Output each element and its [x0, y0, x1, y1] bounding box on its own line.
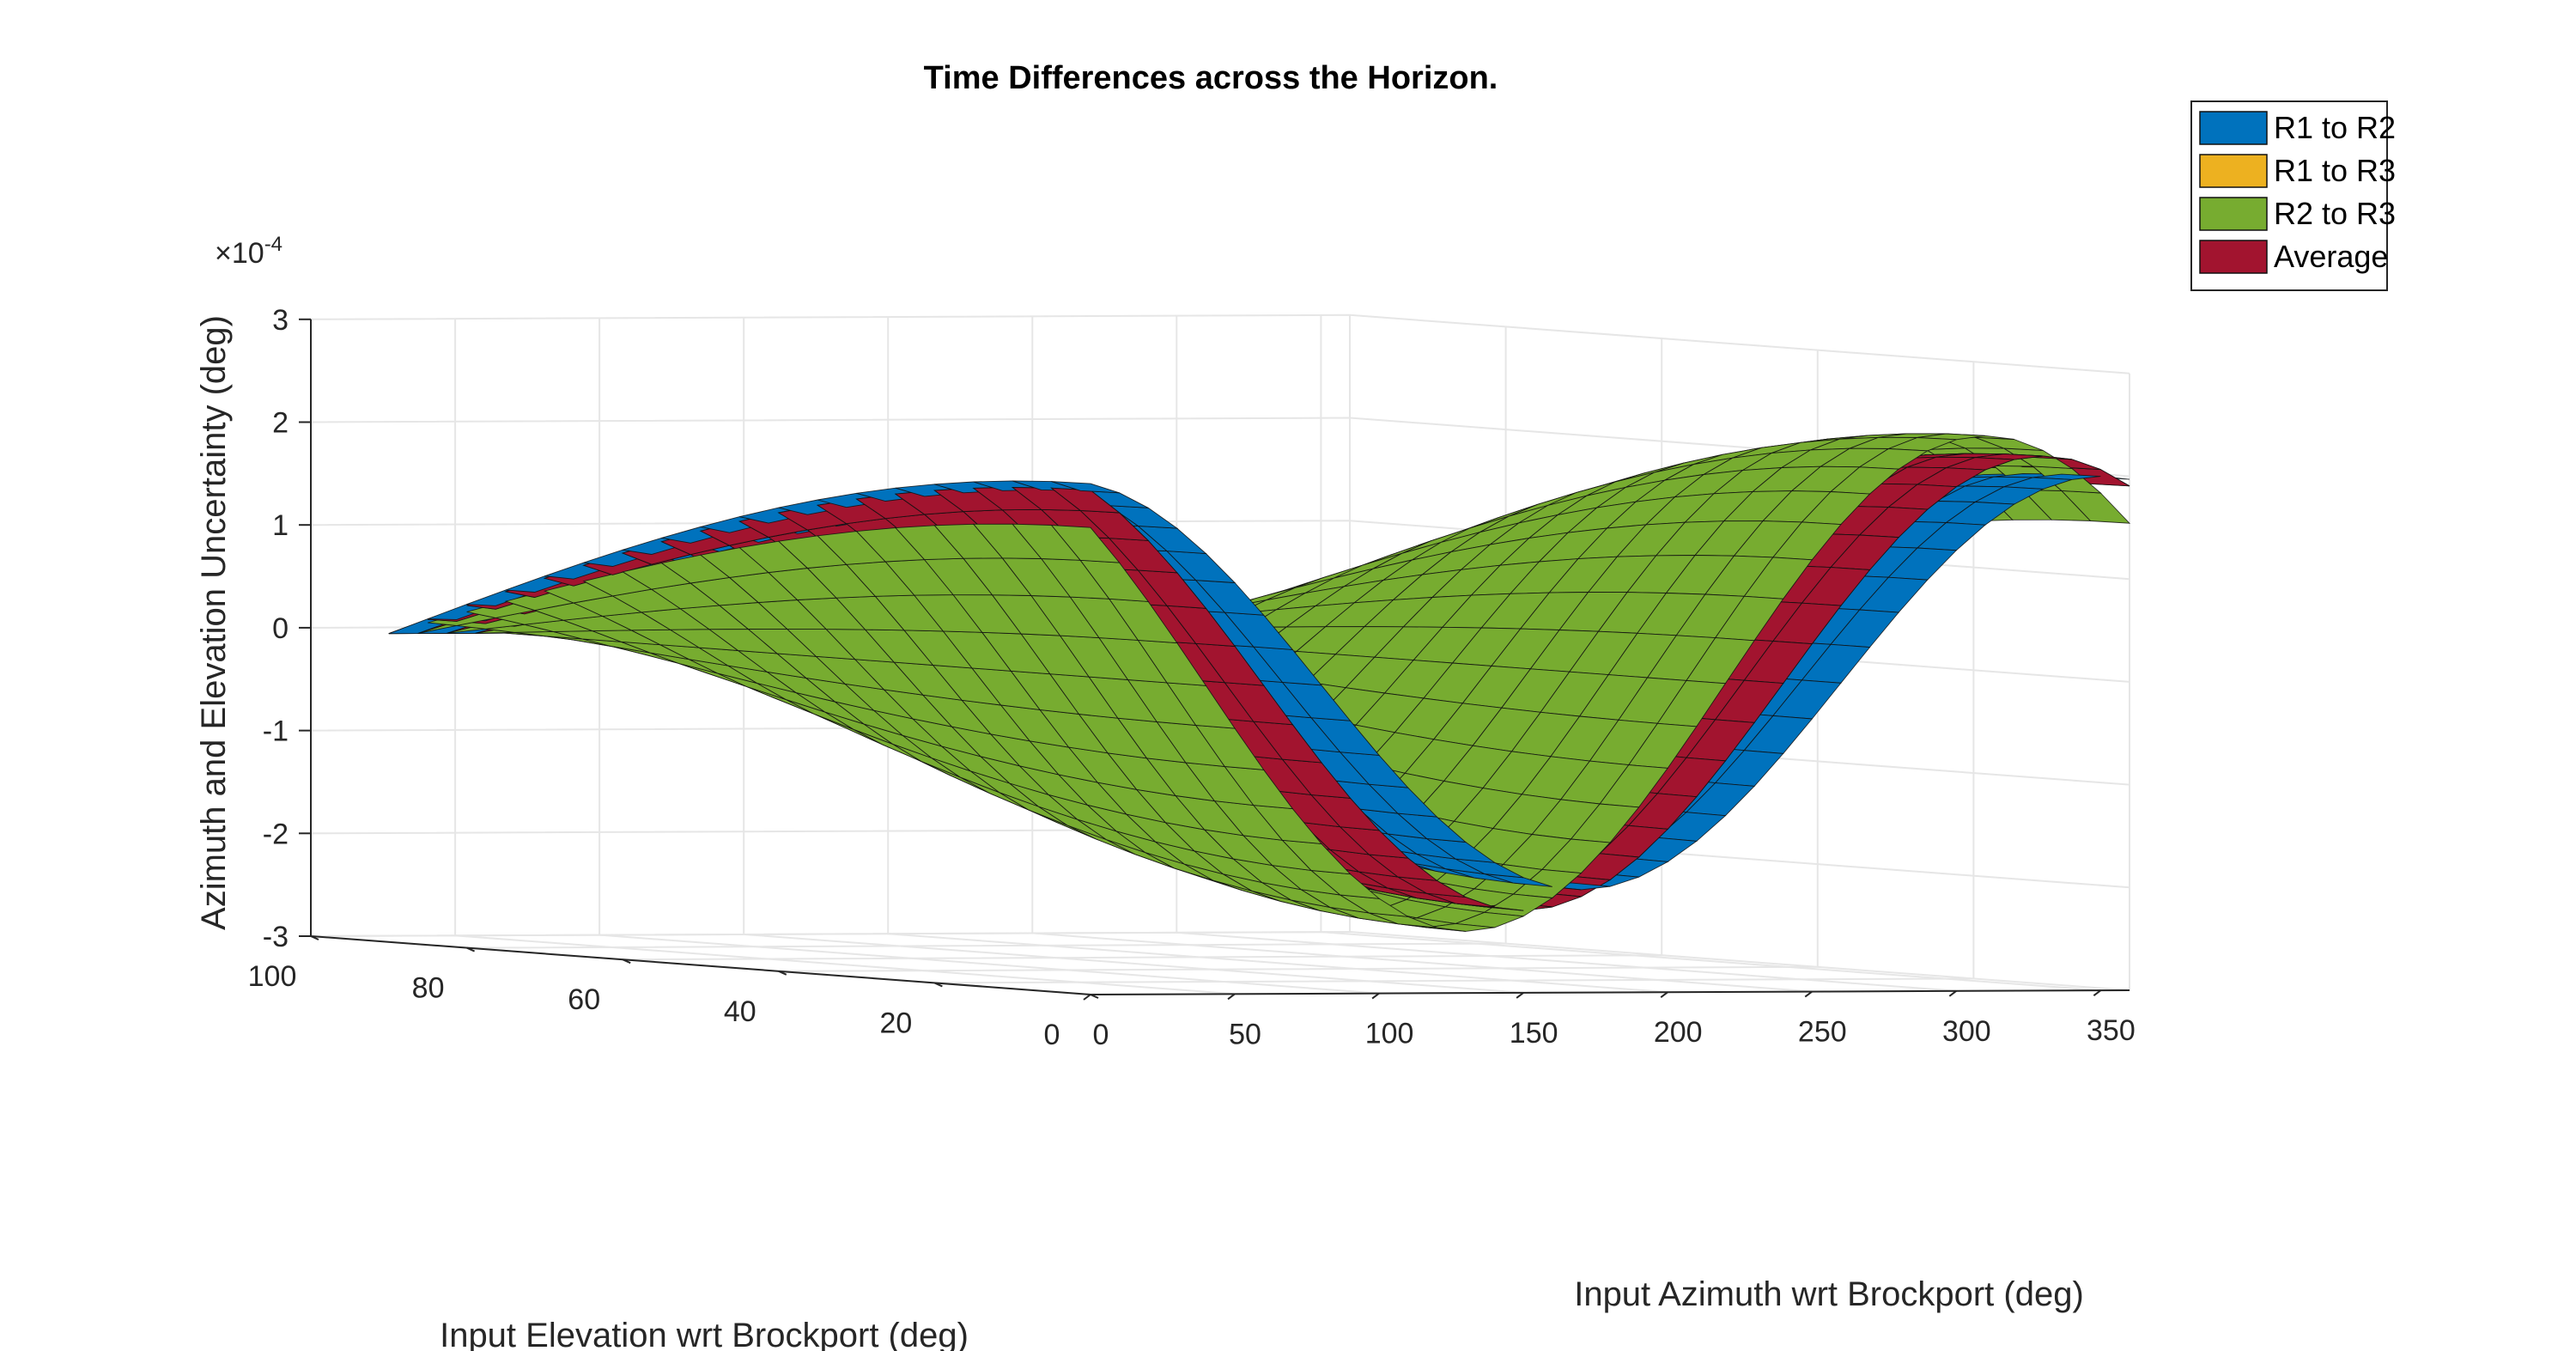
legend-label: R1 to R3	[2274, 153, 2396, 188]
surface-patch	[1050, 524, 1121, 563]
x-tick-label: 50	[1229, 1018, 1261, 1050]
y-tick	[933, 982, 943, 988]
x-tick	[1516, 992, 1524, 999]
legend-label: Average	[2274, 239, 2388, 274]
y-axis-label: Input Elevation wrt Brockport (deg)	[440, 1317, 969, 1351]
grid-line-z	[310, 313, 2130, 374]
x-tick-label: 0	[1093, 1019, 1109, 1051]
z-tick-label: 2	[272, 407, 289, 440]
legend-swatch	[2199, 240, 2268, 274]
legend-swatch	[2199, 197, 2268, 231]
z-tick-label: -3	[263, 921, 289, 953]
x-tick-label: 250	[1798, 1016, 1847, 1049]
y-tick	[778, 970, 787, 976]
y-tick-label: 40	[724, 995, 756, 1028]
z-tick-label: 3	[272, 304, 289, 337]
axes	[299, 318, 2130, 1001]
y-tick-label: 80	[412, 972, 445, 1005]
x-axis-label: Input Azimuth wrt Brockport (deg)	[1574, 1275, 2084, 1313]
y-tick	[310, 935, 319, 940]
z-axis-label: Azimuth and Elevation Uncertainty (deg)	[195, 315, 233, 930]
legend-label: R2 to R3	[2274, 196, 2396, 231]
x-tick	[1804, 990, 1813, 998]
y-tick	[466, 946, 476, 952]
x-tick	[2093, 989, 2101, 996]
x-tick-label: 300	[1942, 1015, 1991, 1048]
legend-label: R1 to R2	[2274, 110, 2396, 145]
svg-text:×10-4: ×10-4	[215, 233, 283, 270]
y-tick-label: 0	[1044, 1019, 1060, 1051]
x-tick-label: 100	[1365, 1018, 1414, 1050]
y-tick	[1090, 994, 1099, 999]
x-tick-label: 150	[1510, 1017, 1558, 1050]
grid-line-z	[310, 930, 2130, 991]
x-tick	[1948, 990, 1957, 997]
x-tick-label: 350	[2087, 1014, 2136, 1047]
surface-patch	[1050, 487, 1121, 514]
z-exponent-base: ×10	[215, 237, 264, 270]
chart-title: Time Differences across the Horizon.	[924, 60, 1498, 96]
z-exponent-label: ×10-4	[215, 233, 283, 270]
x-tick	[1660, 991, 1668, 999]
x-tick	[1371, 992, 1380, 1000]
legend-swatch	[2199, 111, 2268, 145]
x-tick	[1083, 994, 1091, 1001]
y-tick-label: 60	[568, 983, 600, 1016]
z-tick-label: -1	[263, 715, 289, 748]
tick-labels: 0 50 100 150 200 250 300 350 0 20 40 60 80 100 -3 -2 -1 0…	[248, 304, 2136, 1051]
y-tick	[622, 958, 631, 965]
y-tick-label: 20	[879, 1007, 912, 1039]
z-exponent-power: -4	[264, 233, 283, 256]
x-tick	[1227, 993, 1236, 1001]
z-tick-label: 0	[272, 612, 289, 645]
y-tick-label: 100	[248, 960, 297, 993]
surfaces	[388, 433, 2131, 932]
legend-swatch	[2199, 154, 2268, 188]
z-tick-label: -2	[263, 818, 289, 850]
y-axis-line	[310, 935, 1091, 995]
surface-patch	[1051, 481, 1120, 494]
z-tick-label: 1	[272, 509, 289, 542]
x-tick-label: 200	[1654, 1016, 1703, 1049]
legend: R1 to R2 R1 to R3 R2 to R3 Average	[2190, 100, 2396, 291]
